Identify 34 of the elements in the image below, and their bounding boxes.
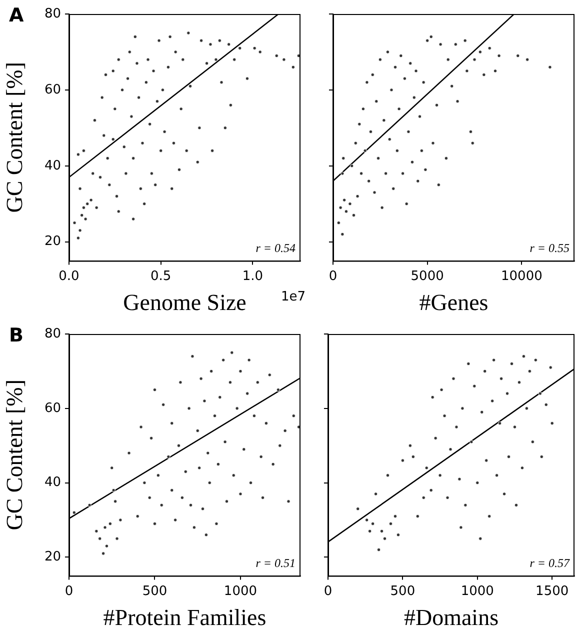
y-tick-label: 60 bbox=[44, 400, 61, 416]
x-axis-title: #Protein Families bbox=[103, 605, 266, 630]
y-tick-label: 20 bbox=[44, 550, 61, 565]
x-axis-title: #Domains bbox=[404, 605, 499, 630]
x-tick-label: 0 bbox=[64, 584, 74, 599]
y-tick-label: 20 bbox=[44, 234, 61, 250]
y-axis-title: GC Content [%] bbox=[2, 62, 27, 213]
y-tick-label: 60 bbox=[44, 82, 61, 98]
y-tick-label: 80 bbox=[44, 326, 61, 342]
x-tick-label: 0.0 bbox=[58, 268, 80, 284]
y-tick-label: 80 bbox=[44, 6, 61, 22]
annotation: r = 0.57 bbox=[530, 556, 570, 570]
x-tick-label: 1000 bbox=[460, 584, 494, 599]
x-tick-label: 500 bbox=[390, 584, 416, 599]
y-tick-label: 40 bbox=[44, 475, 61, 490]
x-tick-label: 500 bbox=[142, 584, 168, 599]
x-tick-label: 5000 bbox=[410, 268, 444, 284]
y-tick-label: 40 bbox=[44, 158, 61, 174]
x-tick-label: 1000 bbox=[224, 584, 258, 599]
x-tick-label: 0 bbox=[328, 268, 338, 284]
x-tick-label: 0 bbox=[324, 584, 332, 599]
x-tick-label: 1.0 bbox=[242, 268, 264, 284]
y-axis-title: GC Content [%] bbox=[2, 380, 27, 530]
x-tick-label: 10000 bbox=[500, 268, 542, 284]
x-axis-title: Genome Size bbox=[123, 290, 246, 316]
text: 1e7 bbox=[280, 290, 306, 305]
annotation: r = 0.55 bbox=[530, 240, 570, 255]
annotation: r = 0.51 bbox=[256, 556, 296, 570]
text: A bbox=[9, 4, 24, 26]
x-tick-label: 0.5 bbox=[150, 268, 172, 284]
annotation: r = 0.54 bbox=[256, 240, 296, 255]
x-axis-title: #Genes bbox=[419, 290, 488, 316]
text: B bbox=[9, 324, 24, 346]
x-tick-label: 1500 bbox=[536, 584, 569, 599]
